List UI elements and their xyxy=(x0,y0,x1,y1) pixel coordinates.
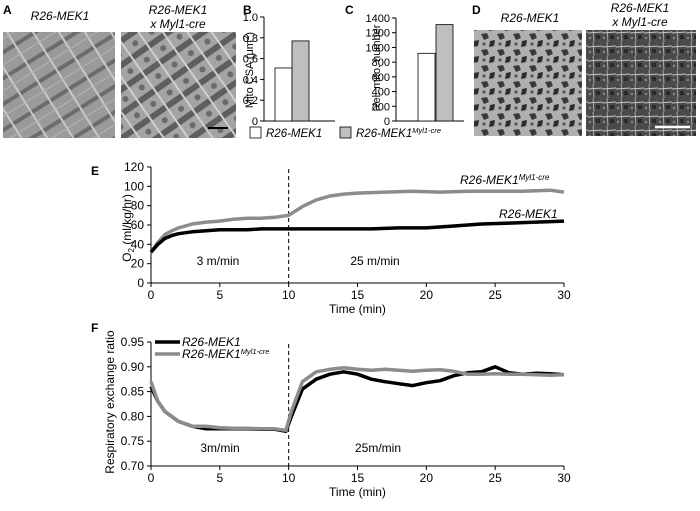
x-tick-label: 5 xyxy=(216,471,223,485)
y-tick-label: 0.6 xyxy=(243,54,258,66)
y-tick-label: 200 xyxy=(372,101,390,113)
x-tick-label: 30 xyxy=(557,471,571,485)
legend-label-control: R26-MEK1 xyxy=(266,128,322,140)
x-tick-label: 0 xyxy=(148,471,155,485)
bar-chart-b: 0 0.2 0.4 0.6 0.8 1.0 xyxy=(243,12,335,128)
legend-label-control: R26-MEK1 xyxy=(182,335,241,349)
x-tick-label: 10 xyxy=(282,288,296,302)
y-tick-label: 100 xyxy=(124,179,144,193)
x-tick-label: 10 xyxy=(282,471,296,485)
bar xyxy=(417,52,436,122)
series-label-mutant: R26-MEK1Myl1-cre xyxy=(460,173,550,187)
panel-f-ylabel: Respiratory exchange ratio xyxy=(103,330,117,474)
legend-swatch-mutant xyxy=(339,126,352,139)
y-tick-label: 0.2 xyxy=(243,95,258,107)
y-tick-label: 0.4 xyxy=(243,74,258,86)
stain-image-control xyxy=(474,30,582,136)
em-image-control xyxy=(3,32,115,138)
panel-f: F Respiratory exchange ratio 0.70 0.75 0.8… xyxy=(91,321,571,499)
y-tick-label: 0.95 xyxy=(121,335,145,349)
phase-label-3m: 3m/min xyxy=(200,441,239,455)
x-tick-label: 30 xyxy=(557,288,571,302)
panel-b-letter: B xyxy=(243,3,252,17)
series-line xyxy=(149,366,565,433)
panel-a: A R26-MEK1 R26-MEK1 x Myl1-cre xyxy=(3,3,236,138)
panel-d-letter: D xyxy=(472,3,481,17)
panel-c: C Rel. mito. number 0 200 400 600 800 1000 120… xyxy=(345,3,464,128)
x-tick-label: 25 xyxy=(488,288,502,302)
x-tick-label: 15 xyxy=(351,288,365,302)
bar-chart-c: 0 200 400 600 800 1000 1200 1400 xyxy=(366,13,464,128)
y-tick-label: 0 xyxy=(137,276,144,290)
y-tick-label: 400 xyxy=(372,87,390,99)
y-tick-label: 0.75 xyxy=(121,434,145,448)
x-tick-label: 15 xyxy=(351,471,365,485)
series-line xyxy=(149,365,565,434)
stain-image-mutant xyxy=(586,30,696,136)
line-legend: R26-MEK1 R26-MEK1Myl1-cre xyxy=(155,335,269,361)
panel-a-letter: A xyxy=(3,3,12,17)
x-tick-label: 5 xyxy=(216,288,223,302)
panel-a-label-left: R26-MEK1 xyxy=(31,9,90,23)
y-tick-label: 0 xyxy=(384,116,390,128)
panel-c-letter: C xyxy=(345,3,354,17)
panel-b: B Mito CSA (μm2) 0 0.2 0.4 0.6 0.8 1.0 xyxy=(242,3,335,128)
panel-d: D R26-MEK1 R26-MEK1 x Myl1-cre xyxy=(472,1,696,136)
series-label-control: R26-MEK1 xyxy=(499,207,558,221)
panel-e: E O2 (ml/kg/hr) 0 20 40 60 80 100 120 0 5 10 15 20 2… xyxy=(91,160,571,316)
x-tick-label: 20 xyxy=(420,471,434,485)
y-tick-label: 600 xyxy=(372,72,390,84)
phase-label-3m: 3 m/min xyxy=(197,254,240,268)
bar xyxy=(291,40,310,122)
y-tick-label: 0.80 xyxy=(121,409,145,423)
y-tick-label: 40 xyxy=(131,237,145,251)
panel-c-ylabel: Rel. mito. number xyxy=(371,24,383,111)
x-axis-label: Time (min) xyxy=(329,485,386,499)
panel-d-label-left: R26-MEK1 xyxy=(501,11,560,25)
panel-e-ylabel: O2 (ml/kg/hr) xyxy=(120,194,136,262)
legend-swatch-control xyxy=(249,126,262,139)
y-tick-label: 0 xyxy=(252,116,258,128)
y-tick-label: 1400 xyxy=(366,13,390,25)
x-tick-label: 0 xyxy=(148,288,155,302)
y-tick-label: 0.8 xyxy=(243,33,258,45)
bar xyxy=(274,67,293,122)
line-chart-e: 0 20 40 60 80 100 120 0 5 10 15 20 25 30 Time (min) xyxy=(124,160,571,316)
panel-e-letter: E xyxy=(91,164,99,178)
line-chart-f: 0.70 0.75 0.80 0.85 0.90 0.95 0 5 10 15 20 25 30 Time… xyxy=(121,335,571,499)
x-axis-label: Time (min) xyxy=(329,302,386,316)
phase-label-25m: 25m/min xyxy=(355,441,401,455)
y-tick-label: 800 xyxy=(372,57,390,69)
x-tick-label: 25 xyxy=(488,471,502,485)
legend-label-mutant: R26-MEK1Myl1-cre xyxy=(182,347,269,361)
y-tick-label: 60 xyxy=(131,218,145,232)
panel-b-ylabel: Mito CSA (μm2) xyxy=(242,32,256,108)
phase-label-25m: 25 m/min xyxy=(350,254,399,268)
panel-a-label-right-line2: x Myl1-cre xyxy=(149,17,206,31)
y-tick-label: 1000 xyxy=(366,42,390,54)
bar-legend: R26-MEK1 R26-MEK1Myl1-cre xyxy=(249,126,441,140)
y-tick-label: 80 xyxy=(131,199,145,213)
x-tick-label: 20 xyxy=(420,288,434,302)
y-tick-label: 1.0 xyxy=(243,12,258,24)
panel-f-letter: F xyxy=(91,321,98,335)
panel-a-label-right-line1: R26-MEK1 xyxy=(149,3,208,17)
series-line xyxy=(149,219,565,254)
panel-d-label-right-line2: x Myl1-cre xyxy=(611,15,668,29)
y-tick-label: 0.90 xyxy=(121,360,145,374)
em-image-mutant xyxy=(121,32,236,138)
y-tick-label: 120 xyxy=(124,160,144,174)
panel-d-label-right-line1: R26-MEK1 xyxy=(611,1,670,15)
y-tick-label: 0.85 xyxy=(121,385,145,399)
bar xyxy=(435,24,454,122)
y-tick-label: 20 xyxy=(131,257,145,271)
y-tick-label: 0.70 xyxy=(121,459,145,473)
series-line xyxy=(149,188,565,254)
legend-label-mutant: R26-MEK1Myl1-cre xyxy=(356,126,441,140)
y-tick-label: 1200 xyxy=(366,28,390,40)
